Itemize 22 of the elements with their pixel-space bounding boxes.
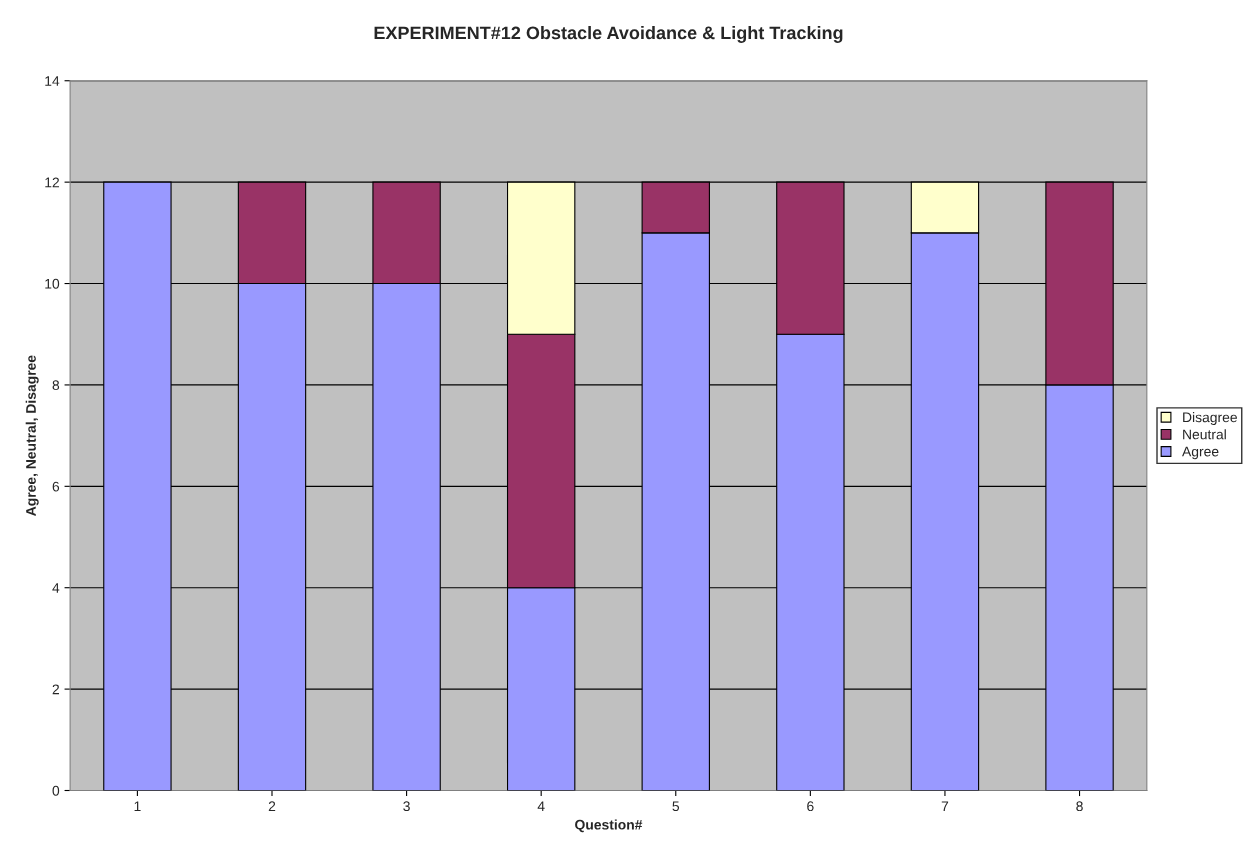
x-tick-label: 6	[807, 801, 814, 812]
x-tick-label: 3	[403, 801, 410, 812]
y-tick-label: 8	[52, 380, 60, 391]
legend-label: Disagree	[1183, 412, 1237, 425]
x-tick-label: 1	[134, 801, 141, 811]
chart-title: EXPERIMENT#12 Obstacle Avoidance & Light Tracking	[374, 26, 843, 43]
x-tick-label: 2	[268, 801, 276, 811]
y-tick-label: 2	[52, 684, 59, 695]
x-tick-label: 8	[1076, 801, 1083, 812]
y-tick-label: 10	[45, 278, 60, 289]
y-tick-label: 4	[52, 583, 60, 593]
x-axis-title: Question#	[575, 819, 643, 833]
x-tick-label: 5	[672, 801, 680, 812]
legend-label: Neutral	[1183, 429, 1226, 440]
legend-label: Agree	[1182, 446, 1219, 460]
y-tick-label: 6	[52, 481, 60, 492]
y-tick-label: 12	[45, 177, 59, 188]
x-tick-label: 4	[537, 801, 545, 811]
y-tick-label: 0	[52, 785, 60, 796]
y-axis-title: Agree, Neutral, Disagree	[25, 355, 39, 516]
y-tick-label: 14	[45, 76, 60, 86]
x-tick-label: 7	[941, 801, 949, 811]
